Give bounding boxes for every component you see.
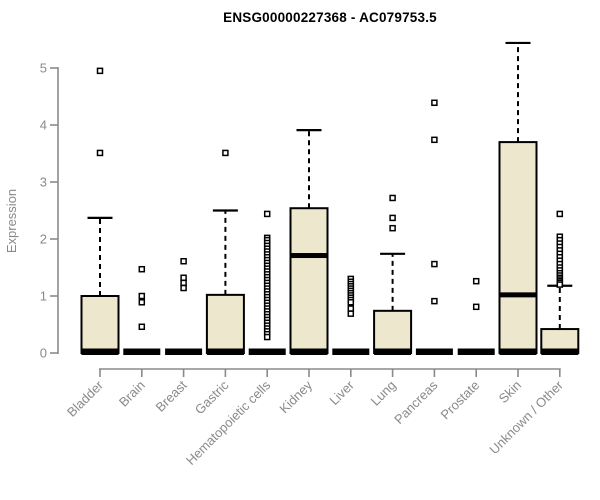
outlier-point xyxy=(431,260,438,268)
zero-bar xyxy=(123,348,161,355)
x-tick-label: Lung xyxy=(368,378,399,409)
outlier-point xyxy=(472,277,480,285)
y-tick-label: 0 xyxy=(40,346,47,361)
chart-title: ENSG00000227368 - AC079753.5 xyxy=(223,10,437,25)
y-tick-label: 4 xyxy=(40,118,47,133)
outlier-point xyxy=(472,303,480,311)
y-tick-label: 2 xyxy=(40,232,47,247)
x-tick-label: Skin xyxy=(496,378,524,406)
x-tick-label: Unknown / Other xyxy=(486,377,566,457)
outlier-point xyxy=(180,284,187,292)
box-group-pancreas xyxy=(415,99,453,355)
outlier-point xyxy=(138,299,146,306)
x-tick-label: Gastric xyxy=(192,377,232,417)
x-tick-label: Prostate xyxy=(437,378,482,423)
box-rect xyxy=(205,293,245,354)
outlier-point xyxy=(96,149,104,157)
zero-bar xyxy=(290,348,328,355)
outlier-point xyxy=(389,224,396,232)
zero-bar xyxy=(457,348,495,355)
box-rect xyxy=(373,309,413,355)
outlier-point xyxy=(180,274,187,282)
outlier-point xyxy=(389,194,396,202)
zero-bar xyxy=(541,348,579,355)
box-rect xyxy=(289,207,329,354)
outlier-point xyxy=(431,136,438,144)
median-line xyxy=(499,292,537,298)
outlier-point xyxy=(138,323,146,331)
outlier-point xyxy=(347,310,355,317)
outlier-point xyxy=(96,67,104,75)
x-tick-label: Brain xyxy=(116,378,148,410)
box-group-prostate xyxy=(457,277,495,355)
box-group-brain xyxy=(123,265,161,355)
y-tick-label: 3 xyxy=(40,175,47,190)
outlier-point xyxy=(138,265,146,273)
x-tick-label: Breast xyxy=(153,377,190,414)
zero-bar xyxy=(248,348,286,355)
outlier-point xyxy=(138,292,146,300)
zero-bar xyxy=(415,348,453,355)
box-group-skin xyxy=(498,41,538,355)
outlier-point xyxy=(222,149,229,157)
outlier-point xyxy=(180,257,187,265)
outlier-point xyxy=(180,279,187,287)
outlier-point xyxy=(556,210,564,218)
y-tick-label: 1 xyxy=(40,289,47,304)
outlier-point xyxy=(556,281,564,288)
median-line xyxy=(290,253,328,259)
box-group-liver xyxy=(332,275,370,355)
x-tick-label: Kidney xyxy=(276,377,315,416)
box-group-unknown-other xyxy=(540,210,580,355)
outlier-point xyxy=(431,297,438,305)
box-group-gastric xyxy=(205,149,245,355)
x-tick-label: Liver xyxy=(326,377,357,408)
box-group-hematopoietic-cells xyxy=(248,210,286,355)
x-tick-label: Bladder xyxy=(64,377,107,420)
box-group-bladder xyxy=(80,67,120,355)
y-tick-label: 5 xyxy=(40,61,47,76)
zero-bar xyxy=(499,348,537,355)
zero-bar xyxy=(206,348,244,355)
box-rect xyxy=(498,141,538,354)
outlier-point xyxy=(431,99,438,107)
outlier-point xyxy=(347,305,355,312)
zero-bar xyxy=(165,348,203,355)
outlier-point xyxy=(389,214,396,222)
zero-bar xyxy=(374,348,412,355)
y-axis: 0 1 2 3 4 5 Expression xyxy=(4,61,59,361)
box-group-lung xyxy=(373,194,413,355)
box-group-kidney xyxy=(289,129,329,355)
outlier-point xyxy=(263,333,271,341)
zero-bar xyxy=(81,348,119,355)
x-tick-label: Pancreas xyxy=(391,377,441,427)
outlier-point xyxy=(263,210,271,218)
box-rect xyxy=(80,295,120,354)
y-axis-title: Expression xyxy=(4,189,19,253)
box-group-breast xyxy=(165,257,203,355)
zero-bar xyxy=(332,348,370,355)
outlier-point xyxy=(347,299,355,306)
